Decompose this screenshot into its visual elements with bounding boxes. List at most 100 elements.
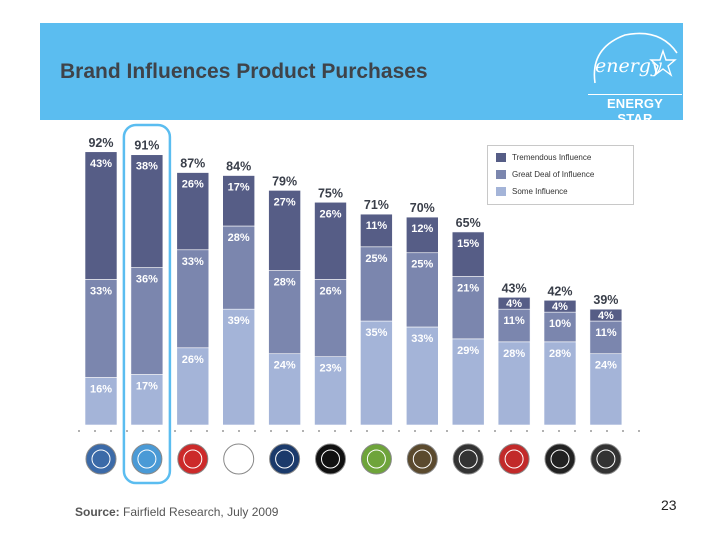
total-label-kosher: 43%: [502, 281, 527, 295]
header-banner: [40, 23, 683, 120]
data-label-bbb-some-influence: 24%: [274, 360, 296, 372]
bar-bbb-great-deal-of-influence: [268, 270, 301, 355]
source-label: Source:: [75, 505, 120, 519]
bar-energy-star-great-deal-of-influence: [130, 267, 164, 375]
data-label-energy-star-some-influence: 17%: [136, 381, 158, 393]
energy-star-icon: [131, 443, 163, 475]
data-label-ul-some-influence: 23%: [319, 363, 341, 375]
data-label-usp-some-influence: 24%: [595, 360, 617, 372]
energy-star-script-logo: energy: [595, 55, 662, 77]
total-label-ada: 84%: [226, 160, 251, 174]
data-label-ul-tremendous-influence: 26%: [319, 208, 341, 220]
total-label-heart-check: 87%: [180, 157, 205, 171]
bar-seal-some-influence: [405, 326, 439, 426]
data-label-usp-great-deal-of-influence: 11%: [595, 327, 617, 339]
heart-check-icon: [177, 443, 209, 475]
total-label-seal: 70%: [410, 201, 435, 215]
data-label-kosher-great-deal-of-influence: 11%: [503, 315, 525, 327]
bar-seal-tremendous-influence: [405, 216, 439, 254]
data-label-good-housekeeping-some-influence: 16%: [90, 383, 112, 395]
page-number: 23: [661, 497, 677, 513]
data-label-heart-check-some-influence: 26%: [182, 354, 204, 366]
bar-kosher-some-influence: [497, 341, 531, 426]
page-title: Brand Influences Product Purchases: [60, 60, 428, 83]
legend-label: Great Deal of Influence: [512, 170, 595, 179]
energy-star-label: ENERGY STAR: [606, 96, 664, 126]
chart-legend: Tremendous Influence Great Deal of Influ…: [487, 145, 634, 205]
bar-green-seal-some-influence: [360, 320, 393, 426]
total-label-bbb: 79%: [272, 174, 297, 188]
bar-heart-check-tremendous-influence: [176, 172, 210, 251]
bar-energy-star-some-influence: [130, 374, 164, 426]
total-label-ul: 75%: [318, 186, 343, 200]
data-label-green-seal-great-deal-of-influence: 25%: [365, 253, 387, 265]
data-label-energy-star-tremendous-influence: 38%: [136, 161, 158, 173]
bar-usda-organic-tremendous-influence: [451, 231, 485, 277]
bar-green-seal-great-deal-of-influence: [360, 246, 393, 322]
bar-ada-great-deal-of-influence: [222, 225, 255, 310]
data-label-usda-organic-tremendous-influence: 15%: [457, 238, 479, 250]
data-label-seal-great-deal-of-influence: 25%: [411, 259, 433, 271]
bbb-icon: [269, 443, 301, 475]
bar-energy-star-tremendous-influence: [130, 154, 164, 268]
data-label-nsf-tremendous-influence: 4%: [552, 301, 568, 313]
bar-ada-tremendous-influence: [222, 175, 255, 227]
data-label-seal-some-influence: 33%: [411, 333, 433, 345]
total-label-nsf: 42%: [547, 284, 572, 298]
data-label-bbb-great-deal-of-influence: 28%: [274, 277, 296, 289]
seal-badge-icon: [406, 443, 438, 475]
data-label-nsf-great-deal-of-influence: 10%: [549, 318, 571, 330]
bar-ul-tremendous-influence: [314, 201, 347, 280]
total-label-energy-star: 91%: [134, 139, 159, 153]
legend-item-some: Some Influence: [496, 186, 568, 198]
nsf-icon: [544, 443, 576, 475]
green-seal-icon: [360, 443, 392, 475]
good-housekeeping-seal-icon: [85, 443, 117, 475]
bar-heart-check-some-influence: [176, 347, 210, 426]
bar-usda-organic-some-influence: [451, 338, 485, 426]
bar-kosher-great-deal-of-influence: [497, 308, 531, 343]
total-label-usp: 39%: [593, 293, 618, 307]
legend-label: Tremendous Influence: [512, 153, 592, 162]
data-label-ada-tremendous-influence: 17%: [228, 182, 250, 194]
data-label-usp-tremendous-influence: 4%: [598, 310, 614, 322]
usda-organic-icon: [452, 443, 484, 475]
source-text: Fairfield Research, July 2009: [123, 505, 279, 519]
data-label-kosher-tremendous-influence: 4%: [506, 298, 522, 310]
bar-usp-tremendous-influence: [589, 308, 623, 322]
data-label-energy-star-great-deal-of-influence: 36%: [136, 274, 158, 286]
data-label-kosher-some-influence: 28%: [503, 348, 525, 360]
legend-swatch-some: [496, 187, 506, 197]
data-label-green-seal-some-influence: 35%: [365, 327, 387, 339]
data-label-usda-organic-great-deal-of-influence: 21%: [457, 283, 479, 295]
bar-usp-some-influence: [589, 353, 623, 426]
data-label-seal-tremendous-influence: 12%: [411, 223, 433, 235]
bar-heart-check-great-deal-of-influence: [176, 249, 210, 349]
bar-ul-some-influence: [314, 356, 347, 426]
legend-label: Some Influence: [512, 187, 568, 196]
data-label-green-seal-tremendous-influence: 11%: [366, 220, 388, 232]
data-label-nsf-some-influence: 28%: [549, 348, 571, 360]
energy-star-icon: [593, 32, 678, 84]
bar-seal-great-deal-of-influence: [405, 252, 439, 328]
total-label-usda-organic: 65%: [456, 216, 481, 230]
data-label-ada-great-deal-of-influence: 28%: [228, 232, 250, 244]
data-label-good-housekeeping-tremendous-influence: 43%: [90, 158, 112, 170]
bar-bbb-some-influence: [268, 353, 301, 426]
ada-seal-icon: [223, 443, 255, 475]
bar-kosher-tremendous-influence: [497, 296, 531, 310]
bar-usp-great-deal-of-influence: [589, 320, 623, 355]
bar-nsf-tremendous-influence: [543, 299, 577, 313]
total-label-green-seal: 71%: [364, 198, 389, 212]
legend-item-great-deal: Great Deal of Influence: [496, 169, 594, 181]
bar-nsf-some-influence: [543, 341, 577, 426]
highlight-outline-energy-star: [122, 123, 172, 485]
legend-swatch-tremendous: [496, 153, 506, 163]
energy-star-divider: [588, 94, 682, 95]
usp-icon: [590, 443, 622, 475]
ul-icon: [315, 443, 346, 475]
legend-swatch-great-deal: [496, 170, 506, 180]
total-label-good-housekeeping: 92%: [88, 136, 113, 150]
kosher-seal-icon: [498, 443, 530, 475]
